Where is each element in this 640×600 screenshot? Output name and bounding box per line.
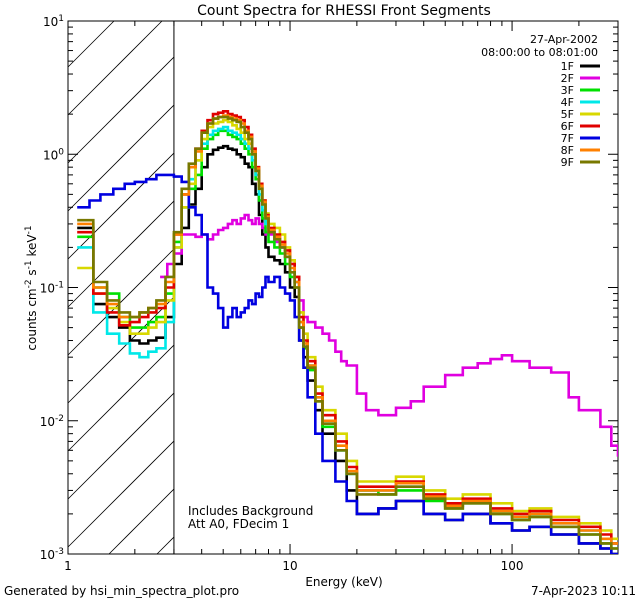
hatch-line [67,20,115,68]
series-9F [77,115,618,550]
series-7F [77,173,618,554]
y-tick-label: 10-3 [40,547,64,562]
hatch-line [67,152,175,260]
hatch-line [67,56,175,164]
y-tick-labels: 10-3 10-2 10-1 100 101 [40,14,65,562]
hatch-line [67,392,175,500]
legend-label-6F: 6F [561,120,574,133]
hatch-line [67,104,175,212]
legend-label-7F: 7F [561,132,574,145]
y-tick-label: 10-1 [40,281,64,296]
legend-label-2F: 2F [561,72,574,85]
hatch-line [67,248,175,356]
hatch-line [156,536,175,555]
series-lines [77,110,618,554]
excluded-energy-hatch [67,20,175,555]
y-tick-label: 100 [43,147,64,162]
legend-label-3F: 3F [561,84,574,97]
legend-label-8F: 8F [561,144,574,157]
plot-frame [67,20,619,555]
hatch-line [67,344,175,452]
axis-ticks [67,21,619,555]
generated-by-label: Generated by hsi_min_spectra_plot.pro [4,584,240,598]
x-tick-label: 100 [501,559,524,573]
x-axis-label: Energy (keV) [305,575,382,589]
y-tick-label: 101 [43,14,64,29]
annotation-background: Includes Background [188,504,313,518]
timestamp-label: 7-Apr-2023 10:11 [531,584,636,598]
x-tick-label: 10 [282,559,297,573]
series-2F [160,213,618,457]
hatch-line [108,488,175,555]
chart-title: Count Spectra for RHESSI Front Segments [197,3,491,19]
legend-label-9F: 9F [561,156,574,169]
time-range-label: 08:00:00 to 08:01:00 [481,46,598,59]
date-label: 27-Apr-2002 [530,33,598,46]
x-tick-label: 1 [64,559,72,573]
legend-label-1F: 1F [561,60,574,73]
annotation-attenuator: Att A0, FDecim 1 [188,517,289,531]
y-axis-label: counts cm-2 s-1 keV-1 [24,225,39,350]
y-tick-label: 10-2 [40,414,64,429]
hatch-line [67,440,175,548]
hatch-line [67,296,175,404]
x-tick-labels: 1 10 100 [64,559,523,573]
legend-label-5F: 5F [561,108,574,121]
hatch-line [67,200,175,308]
hatch-line [67,20,163,116]
legend-label-4F: 4F [561,96,574,109]
